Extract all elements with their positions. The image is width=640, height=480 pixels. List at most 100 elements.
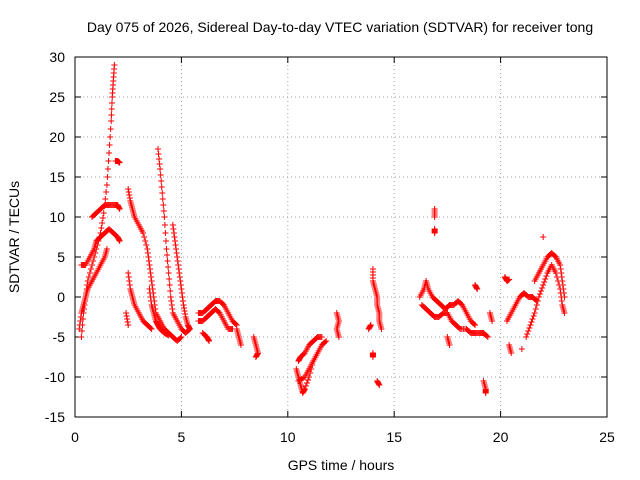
data-point xyxy=(143,242,150,248)
x-tick-label: 15 xyxy=(386,429,402,445)
data-point xyxy=(156,156,163,162)
data-point xyxy=(125,270,132,276)
data-point xyxy=(125,322,132,328)
data-point xyxy=(540,282,547,288)
data-point xyxy=(252,354,259,360)
data-point xyxy=(471,321,477,327)
data-point xyxy=(144,246,151,252)
data-point xyxy=(147,294,154,300)
data-point xyxy=(181,308,188,314)
chart-title: Day 075 of 2026, Sidereal Day-to-day VTE… xyxy=(87,19,593,35)
data-point xyxy=(322,339,329,345)
data-point xyxy=(165,270,172,276)
data-point xyxy=(538,288,545,294)
data-point xyxy=(104,174,111,180)
data-point xyxy=(186,325,193,331)
data-point xyxy=(146,286,153,292)
data-point xyxy=(164,331,171,338)
data-point xyxy=(100,210,107,216)
data-point xyxy=(164,252,171,258)
x-axis-label: GPS time / hours xyxy=(288,457,395,473)
data-point xyxy=(86,270,93,276)
data-point xyxy=(116,159,123,166)
data-point xyxy=(175,262,182,268)
data-point xyxy=(123,310,130,316)
data-point xyxy=(174,254,181,260)
data-point xyxy=(367,323,374,329)
data-point xyxy=(305,377,312,383)
data-point xyxy=(560,286,567,292)
data-point xyxy=(484,334,491,340)
data-point xyxy=(431,214,438,220)
data-point xyxy=(171,234,178,240)
data-point xyxy=(560,290,567,296)
data-point xyxy=(302,383,309,389)
y-axis-label: SDTVAR / TECUs xyxy=(6,181,22,293)
data-point xyxy=(559,278,566,284)
data-point xyxy=(165,264,172,270)
data-point xyxy=(87,266,94,272)
y-tick-label: 25 xyxy=(49,89,65,105)
data-point xyxy=(166,282,173,288)
data-point xyxy=(526,325,533,331)
data-point xyxy=(540,234,547,240)
data-point xyxy=(178,290,185,296)
data-point xyxy=(157,172,164,178)
data-point xyxy=(532,306,539,312)
data-point xyxy=(323,338,330,344)
y-tick-label: 30 xyxy=(49,49,65,65)
data-point xyxy=(158,184,165,190)
data-point xyxy=(528,319,535,325)
data-point xyxy=(558,270,565,276)
y-tick-label: 0 xyxy=(57,289,65,305)
data-point xyxy=(147,290,154,296)
data-point xyxy=(237,342,244,348)
data-point xyxy=(180,302,187,308)
data-point xyxy=(172,242,179,248)
data-point xyxy=(76,326,83,332)
data-point xyxy=(111,62,118,68)
data-point xyxy=(561,294,568,300)
data-point xyxy=(148,278,155,284)
data-point xyxy=(155,151,162,157)
data-point xyxy=(76,322,83,328)
x-tick-label: 5 xyxy=(178,429,186,445)
data-point xyxy=(170,230,177,236)
data-point xyxy=(170,226,177,232)
data-point xyxy=(157,166,164,172)
data-point xyxy=(557,262,564,268)
data-point xyxy=(530,313,537,319)
data-point xyxy=(124,316,131,322)
data-point xyxy=(168,302,175,308)
data-point xyxy=(473,285,480,291)
plot-frame xyxy=(74,56,608,418)
data-point xyxy=(124,319,131,325)
data-point xyxy=(456,325,463,331)
data-point xyxy=(140,230,147,236)
axis-ticks: 0 5 10 15 20 25 -15 -10 -5 0 5 10 15 20 25 30 xyxy=(45,49,615,445)
y-tick-label: 15 xyxy=(49,169,65,185)
y-tick-label: 5 xyxy=(57,249,65,265)
x-tick-label: 25 xyxy=(599,429,615,445)
data-point xyxy=(179,294,186,300)
data-point xyxy=(106,142,113,148)
data-point xyxy=(167,288,174,294)
data-point xyxy=(178,334,185,340)
data-point xyxy=(125,186,132,192)
data-point xyxy=(116,238,123,244)
data-point xyxy=(205,337,212,343)
data-point xyxy=(148,298,155,304)
data-point xyxy=(182,311,189,317)
data-point xyxy=(186,326,193,332)
data-point xyxy=(168,298,175,304)
data-point xyxy=(104,166,111,172)
data-point xyxy=(148,274,155,280)
data-point xyxy=(173,246,180,252)
x-tick-label: 10 xyxy=(280,429,296,445)
data-point xyxy=(108,112,115,118)
data-point xyxy=(541,279,548,285)
data-point xyxy=(375,381,382,387)
data-point xyxy=(99,220,106,226)
data-point xyxy=(301,386,308,392)
